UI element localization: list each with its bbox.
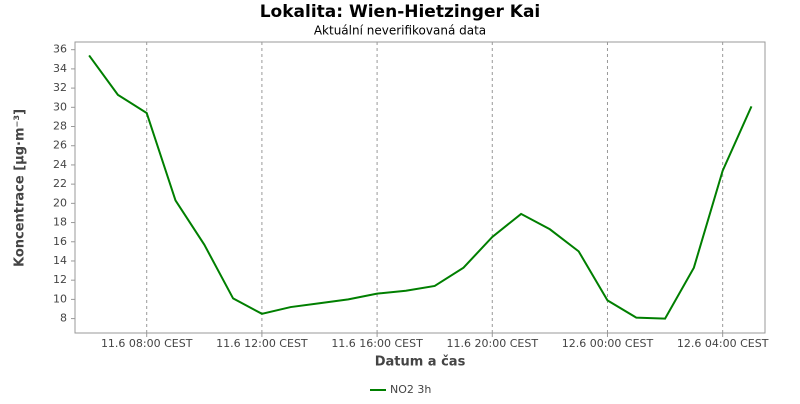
x-tick-label: 11.6 20:00 CEST xyxy=(447,337,539,350)
y-tick-label: 10 xyxy=(53,292,67,305)
y-tick-label: 22 xyxy=(53,177,67,190)
y-axis-label: Koncentrace [µg·m⁻³] xyxy=(13,109,28,267)
y-tick-label: 30 xyxy=(53,100,67,113)
y-tick-label: 8 xyxy=(60,312,67,325)
y-tick-label: 24 xyxy=(53,158,67,171)
x-tick-label: 11.6 12:00 CEST xyxy=(216,337,308,350)
x-tick-label: 11.6 16:00 CEST xyxy=(331,337,423,350)
y-tick-label: 28 xyxy=(53,120,67,133)
y-tick-label: 16 xyxy=(53,235,67,248)
x-tick-label: 12.6 00:00 CEST xyxy=(562,337,654,350)
y-tick-label: 14 xyxy=(53,254,67,267)
y-tick-label: 36 xyxy=(53,43,67,56)
x-tick-label: 11.6 08:00 CEST xyxy=(101,337,193,350)
plot-frame xyxy=(74,41,766,334)
chart-title: Lokalita: Wien-Hietzinger Kai xyxy=(260,2,541,22)
y-tick-label: 20 xyxy=(53,196,67,209)
y-tick-label: 32 xyxy=(53,81,67,94)
data-line xyxy=(88,54,753,320)
y-tick-label: 12 xyxy=(53,273,67,286)
x-axis-label: Datum a čas xyxy=(375,355,466,370)
legend-label: NO2 3h xyxy=(390,383,431,396)
y-tick-label: 26 xyxy=(53,139,67,152)
y-tick-label: 18 xyxy=(53,216,67,229)
y-tick-label: 34 xyxy=(53,62,67,75)
x-tick-label: 12.6 04:00 CEST xyxy=(677,337,769,350)
chart-subtitle: Aktuální neverifikovaná data xyxy=(314,24,486,38)
